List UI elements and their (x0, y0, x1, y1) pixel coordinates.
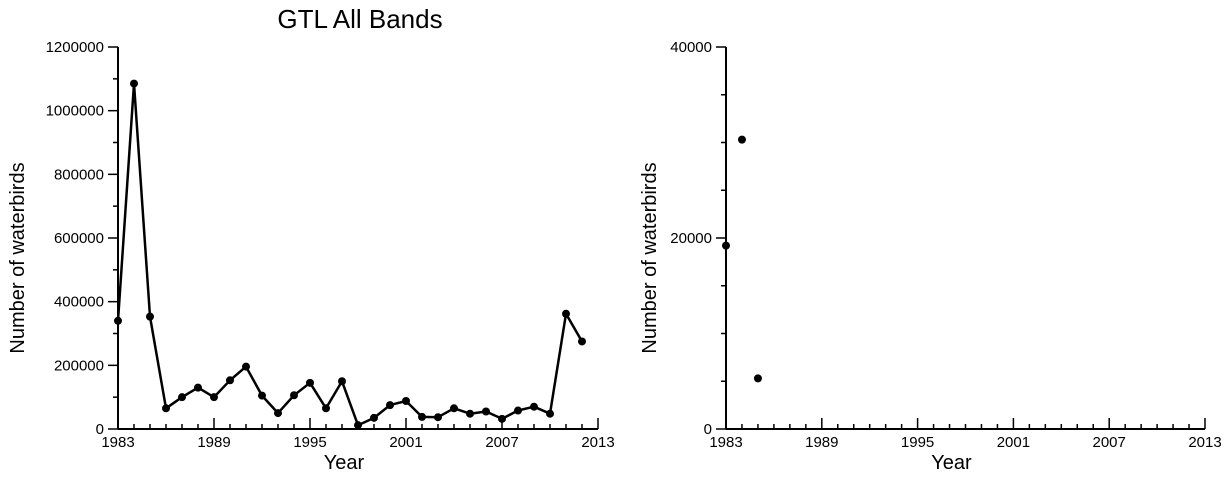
data-point (482, 407, 490, 416)
data-point (130, 79, 138, 88)
data-point (498, 414, 506, 423)
x-tick-label: 2001 (997, 434, 1030, 451)
y-tick-label: 400000 (54, 294, 104, 311)
x-tick-label: 2007 (1093, 434, 1126, 451)
data-point (546, 409, 554, 418)
x-tick-label: 1989 (197, 434, 230, 451)
data-point (370, 413, 378, 422)
y-tick-label: 40000 (670, 39, 712, 56)
y-tick-label: 200000 (54, 357, 104, 374)
x-tick-label: 1983 (709, 434, 742, 451)
data-point (753, 374, 762, 383)
data-point (162, 404, 170, 413)
x-axis-label: Year (324, 452, 365, 474)
data-point (737, 135, 746, 144)
series-line (116, 82, 584, 427)
x-tick-label: 2007 (485, 434, 518, 451)
x-axis-label: Year (931, 452, 972, 474)
data-point (450, 404, 458, 413)
data-point (178, 393, 186, 402)
data-point (354, 421, 362, 430)
x-tick-label: 2013 (1188, 434, 1221, 451)
data-point (226, 376, 234, 385)
data-point (418, 412, 426, 421)
x-tick-label: 1989 (805, 434, 838, 451)
y-tick-label: 0 (96, 421, 104, 438)
chart-second-panel: 1983 1989 1995 2001 2007 2013 0 20000 40000 Year N… (639, 39, 1222, 474)
data-point (466, 409, 474, 418)
data-point (210, 393, 218, 402)
data-point (274, 409, 282, 418)
x-tick-label: 1995 (901, 434, 934, 451)
y-tick-label: 600000 (54, 230, 104, 247)
data-point (562, 309, 570, 318)
x-tick-label: 1983 (101, 434, 134, 451)
data-point (514, 406, 522, 415)
y-axis-label: Number of waterbirds (7, 162, 29, 353)
data-point (578, 337, 586, 346)
data-point (306, 378, 314, 387)
y-axis-label: Number of waterbirds (639, 162, 661, 353)
data-point (258, 391, 266, 400)
data-point (722, 241, 730, 250)
chart-title: GTL All Bands (277, 4, 442, 34)
y-tick-label: 1000000 (46, 103, 104, 120)
x-tick-label: 2001 (389, 434, 422, 451)
data-point (530, 402, 538, 411)
data-point (386, 401, 394, 410)
data-point (114, 316, 122, 325)
data-point (194, 383, 202, 392)
x-tick-label: 2013 (581, 434, 614, 451)
data-point (322, 404, 330, 413)
chart-gtl-all-bands: 1983 1989 1995 2001 2007 2013 0 200000 400000 600… (7, 4, 615, 474)
data-point (434, 413, 442, 422)
y-tick-label: 0 (704, 421, 712, 438)
data-point (242, 362, 250, 371)
data-point (338, 377, 346, 386)
y-tick-label: 800000 (54, 166, 104, 183)
x-tick-label: 1995 (293, 434, 326, 451)
data-point (402, 396, 410, 405)
data-point (290, 391, 298, 400)
y-tick-label: 20000 (670, 230, 712, 247)
y-tick-label: 1200000 (46, 39, 104, 56)
data-point (146, 312, 154, 321)
